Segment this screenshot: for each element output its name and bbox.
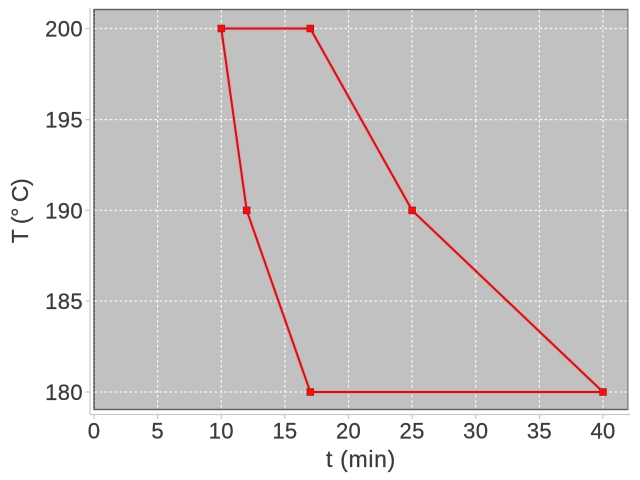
svg-text:185: 185 — [45, 289, 83, 314]
svg-text:t (min): t (min) — [326, 446, 396, 472]
svg-text:180: 180 — [45, 380, 83, 405]
svg-text:25: 25 — [400, 419, 425, 444]
svg-text:190: 190 — [45, 198, 83, 223]
svg-text:10: 10 — [209, 419, 234, 444]
svg-text:5: 5 — [151, 419, 164, 444]
svg-text:40: 40 — [590, 419, 615, 444]
svg-text:30: 30 — [463, 419, 488, 444]
svg-text:35: 35 — [527, 419, 552, 444]
svg-text:T (° C): T (° C) — [7, 179, 33, 243]
svg-text:195: 195 — [45, 108, 83, 133]
svg-text:20: 20 — [336, 419, 361, 444]
svg-text:0: 0 — [88, 419, 101, 444]
svg-text:15: 15 — [272, 419, 297, 444]
svg-text:200: 200 — [45, 17, 83, 42]
